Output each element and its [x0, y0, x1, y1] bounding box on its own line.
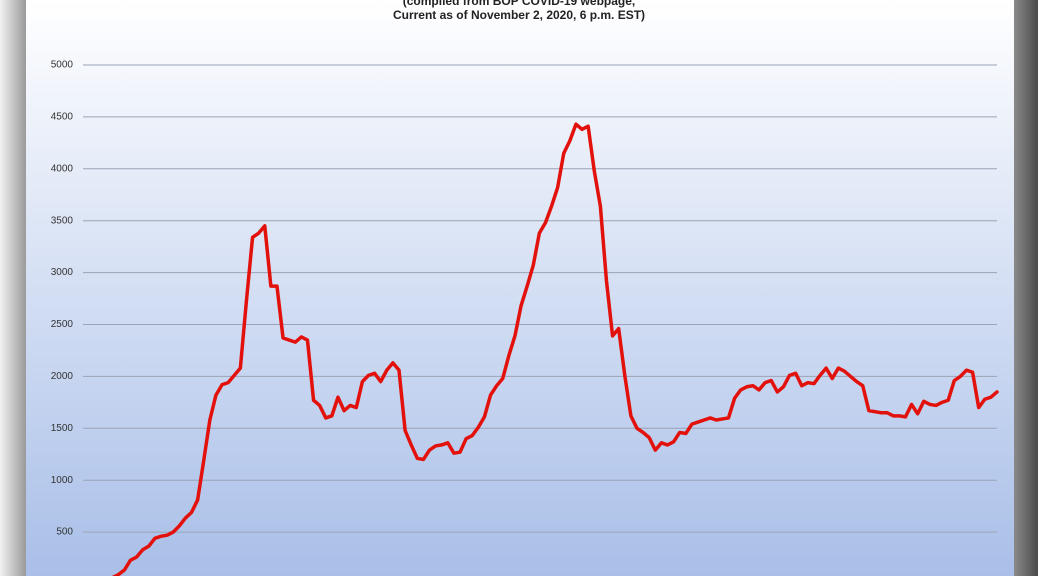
y-tick-label: 500	[56, 527, 73, 538]
y-tick-label: 4500	[51, 112, 74, 123]
y-tick-label: 3500	[51, 215, 74, 226]
frame-right	[1014, 0, 1038, 576]
frame-left	[0, 0, 26, 576]
y-tick-label: 2500	[51, 319, 74, 330]
chart-title: Current as of November 2, 2020, 6 p.m. E…	[393, 8, 645, 22]
y-tick-label: 4000	[51, 163, 74, 174]
y-tick-label: 1500	[51, 423, 74, 434]
plot-panel	[26, 0, 1014, 576]
y-tick-label: 5000	[51, 60, 74, 71]
y-tick-label: 3000	[51, 267, 74, 278]
y-tick-label: 1000	[51, 475, 74, 486]
y-tick-label: 2000	[51, 371, 74, 382]
data-line	[102, 122, 999, 581]
chart-title: (compiled from BOP COVID-19 webpage,	[403, 0, 636, 8]
